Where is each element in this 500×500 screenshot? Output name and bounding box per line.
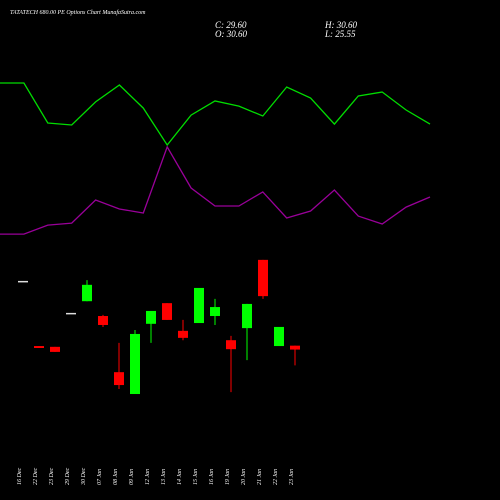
ohlc-high: H: 30.60: [324, 20, 357, 30]
x-tick-label: 30 Dec: [81, 468, 87, 486]
candle-body: [178, 330, 188, 338]
x-tick-label: 14 Jan: [176, 469, 183, 485]
candle-body: [274, 326, 284, 347]
x-tick-label: 09 Jan: [129, 469, 135, 485]
candle-body: [146, 310, 156, 324]
x-tick-label: 22 Dec: [33, 468, 39, 485]
x-tick-label: 12 Jan: [145, 469, 151, 485]
x-tick-label: 07 Jan: [97, 469, 103, 485]
candle-body: [82, 284, 92, 302]
x-tick-label: 15 Jan: [193, 469, 199, 485]
candle-body: [114, 372, 124, 386]
x-tick-label: 23 Jan: [289, 469, 295, 485]
candle-body: [226, 340, 236, 350]
candle-body: [98, 316, 108, 325]
candle-body: [258, 259, 268, 297]
x-tick-label: 19 Jan: [225, 469, 231, 485]
chart-title: TATATECH 680.00 PE Options Chart MunafaS…: [10, 9, 146, 16]
candle-body: [162, 303, 172, 320]
candle-body: [194, 287, 204, 324]
indicator-line: [0, 82, 431, 147]
x-tick-label: 08 Jan: [113, 469, 119, 485]
candle-body: [18, 280, 28, 283]
candle-body: [50, 346, 60, 352]
candle-body: [290, 345, 300, 350]
ohlc-close: C: 29.60: [215, 20, 247, 30]
x-tick-label: 16 Jan: [209, 469, 215, 485]
x-tick-label: 16 Dec: [17, 468, 23, 485]
x-tick-label: 13 Jan: [161, 469, 167, 485]
x-tick-label: 21 Jan: [257, 469, 263, 485]
ohlc-open: O: 30.60: [215, 29, 247, 39]
x-tick-label: 23 Dec: [49, 468, 55, 485]
candle-body: [210, 307, 220, 317]
candle-body: [66, 312, 76, 315]
indicator-line: [0, 145, 431, 235]
candle-body: [34, 346, 44, 348]
x-tick-label: 29 Dec: [65, 468, 71, 485]
x-tick-label: 22 Jan: [273, 469, 279, 485]
candle-body: [130, 333, 140, 395]
x-tick-label: 20 Jan: [241, 469, 247, 485]
ohlc-low: L: 25.55: [324, 29, 356, 39]
candle-body: [242, 303, 252, 329]
